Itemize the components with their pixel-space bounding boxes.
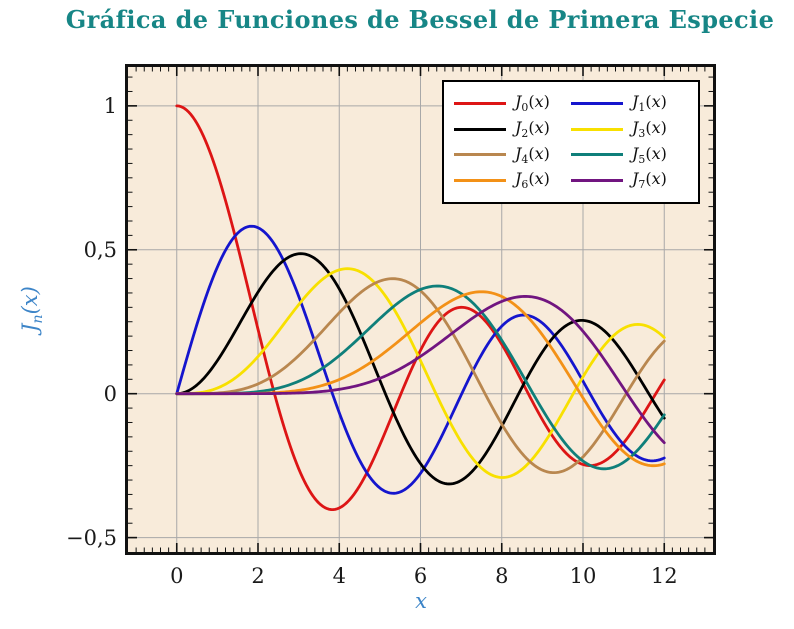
x-tick-label-8: 8 bbox=[495, 564, 509, 588]
x-tick-label-12: 12 bbox=[650, 564, 678, 588]
y-axis-label-subscript: n bbox=[30, 314, 47, 324]
x-tick-label-2: 2 bbox=[251, 564, 265, 588]
legend-label-j2: J2(x) bbox=[515, 118, 550, 141]
series-curve-j3 bbox=[175, 267, 666, 479]
plot-svg bbox=[128, 67, 713, 552]
legend-label-j0: J0(x) bbox=[515, 92, 550, 115]
legend-item-j7: J7(x) bbox=[571, 168, 688, 193]
legend-swatch-j7 bbox=[571, 178, 623, 182]
legend-item-j2: J2(x) bbox=[454, 117, 571, 142]
series-curve-j2 bbox=[175, 252, 666, 486]
legend-label-j5: J5(x) bbox=[632, 143, 667, 166]
legend-swatch-j3 bbox=[571, 127, 623, 131]
y-axis-label: Jn(x) bbox=[18, 234, 46, 384]
legend-swatch-j5 bbox=[571, 153, 623, 157]
series-curve-j5 bbox=[175, 284, 666, 471]
series-curve-j0 bbox=[175, 104, 666, 512]
legend-label-j4: J4(x) bbox=[515, 143, 550, 166]
series-curve-j1 bbox=[175, 224, 666, 495]
legend-swatch-j4 bbox=[454, 153, 506, 157]
legend-swatch-j1 bbox=[571, 102, 623, 105]
legend-swatch-j0 bbox=[454, 102, 506, 105]
legend-item-j0: J0(x) bbox=[454, 91, 571, 116]
y-axis-label-symbol: J bbox=[17, 323, 42, 333]
legend-label-j7: J7(x) bbox=[632, 169, 667, 192]
chart-title: Gráfica de Funciones de Bessel de Primer… bbox=[65, 5, 775, 34]
legend-item-j3: J3(x) bbox=[571, 117, 688, 142]
x-tick-label-0: 0 bbox=[170, 564, 184, 588]
y-axis-label-argument: (x) bbox=[17, 286, 42, 315]
legend-item-j5: J5(x) bbox=[571, 142, 688, 167]
x-tick-label-6: 6 bbox=[413, 564, 428, 588]
legend-label-j1: J1(x) bbox=[632, 92, 667, 115]
legend: J0(x) J1(x) J2(x) J3(x) J4(x) J5(x) J6(x) J7(x) bbox=[442, 80, 700, 204]
x-tick-label-4: 4 bbox=[332, 564, 346, 588]
legend-item-j6: J6(x) bbox=[454, 168, 571, 193]
legend-swatch-j2 bbox=[454, 127, 506, 131]
x-tick-label-10: 10 bbox=[569, 564, 597, 588]
legend-label-j3: J3(x) bbox=[632, 118, 667, 141]
legend-swatch-j6 bbox=[454, 178, 506, 182]
y-tick-label-0: 1 bbox=[103, 93, 117, 118]
legend-item-j1: J1(x) bbox=[571, 91, 688, 116]
y-tick-label-1: 0,5 bbox=[83, 237, 117, 262]
y-tick-label-2: 0 bbox=[103, 381, 117, 406]
y-tick-label-3: −0,5 bbox=[66, 525, 117, 550]
legend-label-j6: J6(x) bbox=[515, 169, 550, 192]
legend-item-j4: J4(x) bbox=[454, 142, 571, 167]
series-curve-j7 bbox=[175, 295, 666, 445]
x-axis-label: x bbox=[415, 589, 427, 613]
